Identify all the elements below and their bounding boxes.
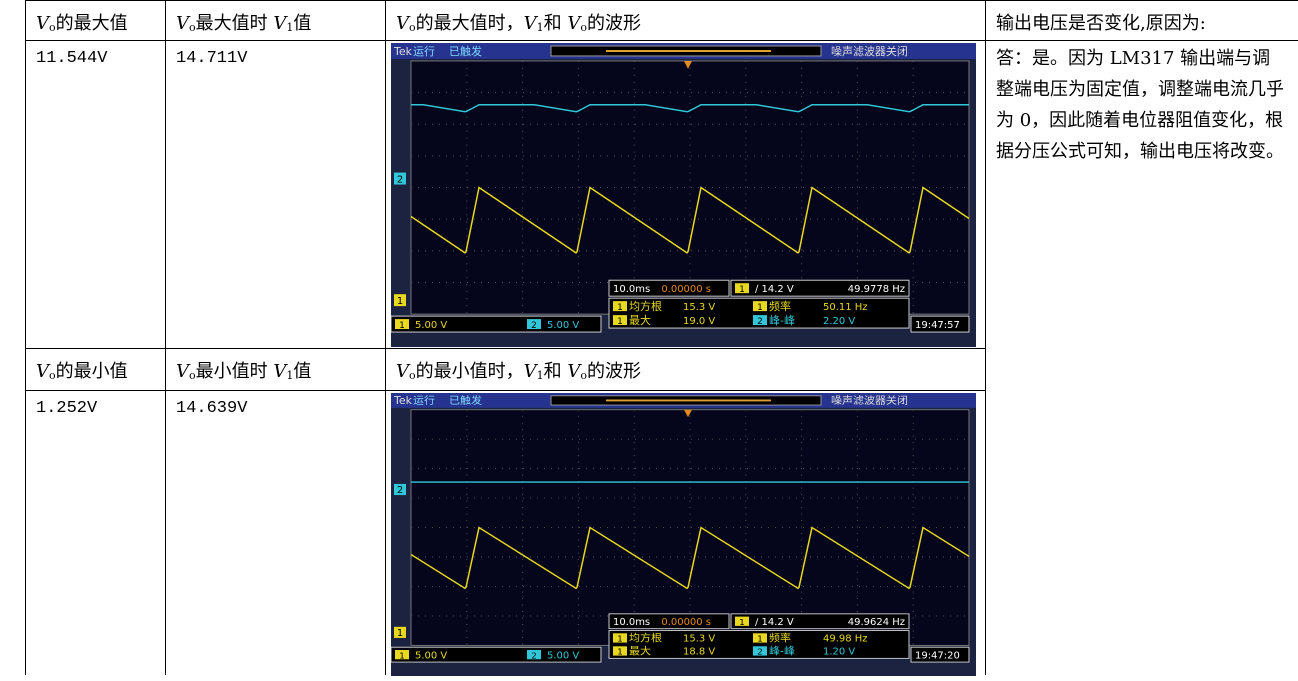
scope-text: 1 xyxy=(617,303,623,313)
scope-text: 1 xyxy=(739,285,745,295)
header-cell: Vo的最大值 xyxy=(25,0,165,40)
scope-text: 2.20 V xyxy=(823,316,855,327)
value-cell: 14.711V xyxy=(165,40,385,348)
scope-text: 最大 xyxy=(629,645,651,658)
scope-text: 1 xyxy=(399,321,405,331)
header-cell: Vo最大值时 V1值 xyxy=(165,0,385,40)
scope-text: 均方根 xyxy=(629,299,662,313)
scope-text: 18.8 V xyxy=(683,647,716,658)
scope-text: 50.11 Hz xyxy=(823,302,868,313)
scope-text: 1 xyxy=(397,296,403,307)
scope-text: 运行 xyxy=(413,45,435,58)
scope-text: 10.0ms xyxy=(613,617,650,628)
scope-text: 1.20 V xyxy=(823,647,856,658)
scope-text: 1 xyxy=(739,618,745,628)
scope-text: 2 xyxy=(757,648,763,658)
scope-text: 最大 xyxy=(629,313,651,327)
scope-text: 5.00 V xyxy=(415,651,448,662)
scope-text: 2 xyxy=(397,175,403,186)
scope-text: 19.0 V xyxy=(683,316,715,327)
header-cell: 输出电压是否变化,原因为: xyxy=(985,0,1298,40)
scope-text: 峰-峰 xyxy=(769,645,795,658)
scope-text: 1 xyxy=(617,648,623,658)
scope-text: 19:47:20 xyxy=(915,651,960,662)
scope-text: 峰-峰 xyxy=(769,314,795,327)
scope-text: 噪声滤波器关闭 xyxy=(831,395,908,408)
scope-text: 噪声滤波器关闭 xyxy=(831,44,908,58)
scope-text: 49.9778 Hz xyxy=(848,284,905,295)
scope-text: ∕ 14.2 V xyxy=(755,617,794,628)
scope-text: 1 xyxy=(757,303,763,313)
scope-text: 0.00000 s xyxy=(661,284,711,295)
scope-text: 5.00 V xyxy=(547,651,580,662)
value-cell: 14.639V xyxy=(165,390,385,675)
scope-text: 5.00 V xyxy=(547,320,579,331)
scope-text: 运行 xyxy=(413,395,435,408)
oscilloscope: Tek运行 已触发 噪声滤波器关闭 2 1 10.0ms 0.00000 s 1 ∕ 14.2 … xyxy=(391,43,976,347)
scope-text: 2 xyxy=(757,317,763,327)
header-cell: Vo的最小值时，V1和 Vo的波形 xyxy=(385,348,985,390)
header-cell: Vo的最大值时，V1和 Vo的波形 xyxy=(385,0,985,40)
scope-text: 49.9624 Hz xyxy=(848,617,905,628)
scope-text: 频率 xyxy=(769,299,791,313)
scope-text: 2 xyxy=(531,652,537,662)
scope-text: 2 xyxy=(397,486,403,497)
answer-cell: 答：是。因为 LM317 输出端与调整端电压为固定值，调整端电流几乎为 0，因此… xyxy=(985,40,1298,675)
scope-text: 10.0ms xyxy=(613,284,650,295)
value-cell: 1.252V xyxy=(25,390,165,675)
scope-text: 1 xyxy=(757,635,763,645)
scope-text: 49.98 Hz xyxy=(823,634,867,645)
header-cell: Vo的最小值 xyxy=(25,348,165,390)
scope-text: 15.3 V xyxy=(683,302,715,313)
scope-text: 1 xyxy=(617,635,623,645)
scope-text: 均方根 xyxy=(629,632,662,645)
scope-text: 5.00 V xyxy=(415,320,447,331)
header-cell: Vo最小值时 V1值 xyxy=(165,348,385,390)
scope-text: 2 xyxy=(531,321,537,331)
scope-text: 0.00000 s xyxy=(661,617,711,628)
page: Vo的最大值 Vo最大值时 V1值 Vo的最大值时，V1和 Vo的波形 输出电压… xyxy=(0,0,1298,675)
scope-text: ∕ 14.2 V xyxy=(755,284,794,295)
value-cell: 11.544V xyxy=(25,40,165,348)
scope-text: 已触发 xyxy=(449,395,482,408)
scope-text: 频率 xyxy=(769,632,791,645)
scope-text: 1 xyxy=(617,317,623,327)
scope-text: 19:47:57 xyxy=(915,320,960,331)
scope-text: Tek xyxy=(393,395,413,408)
scope-text: 1 xyxy=(399,652,405,662)
scope-text: 已触发 xyxy=(449,44,482,58)
scope-text: 15.3 V xyxy=(683,634,716,645)
scope-text: 1 xyxy=(397,628,403,639)
scope-text: Tek xyxy=(393,45,413,58)
